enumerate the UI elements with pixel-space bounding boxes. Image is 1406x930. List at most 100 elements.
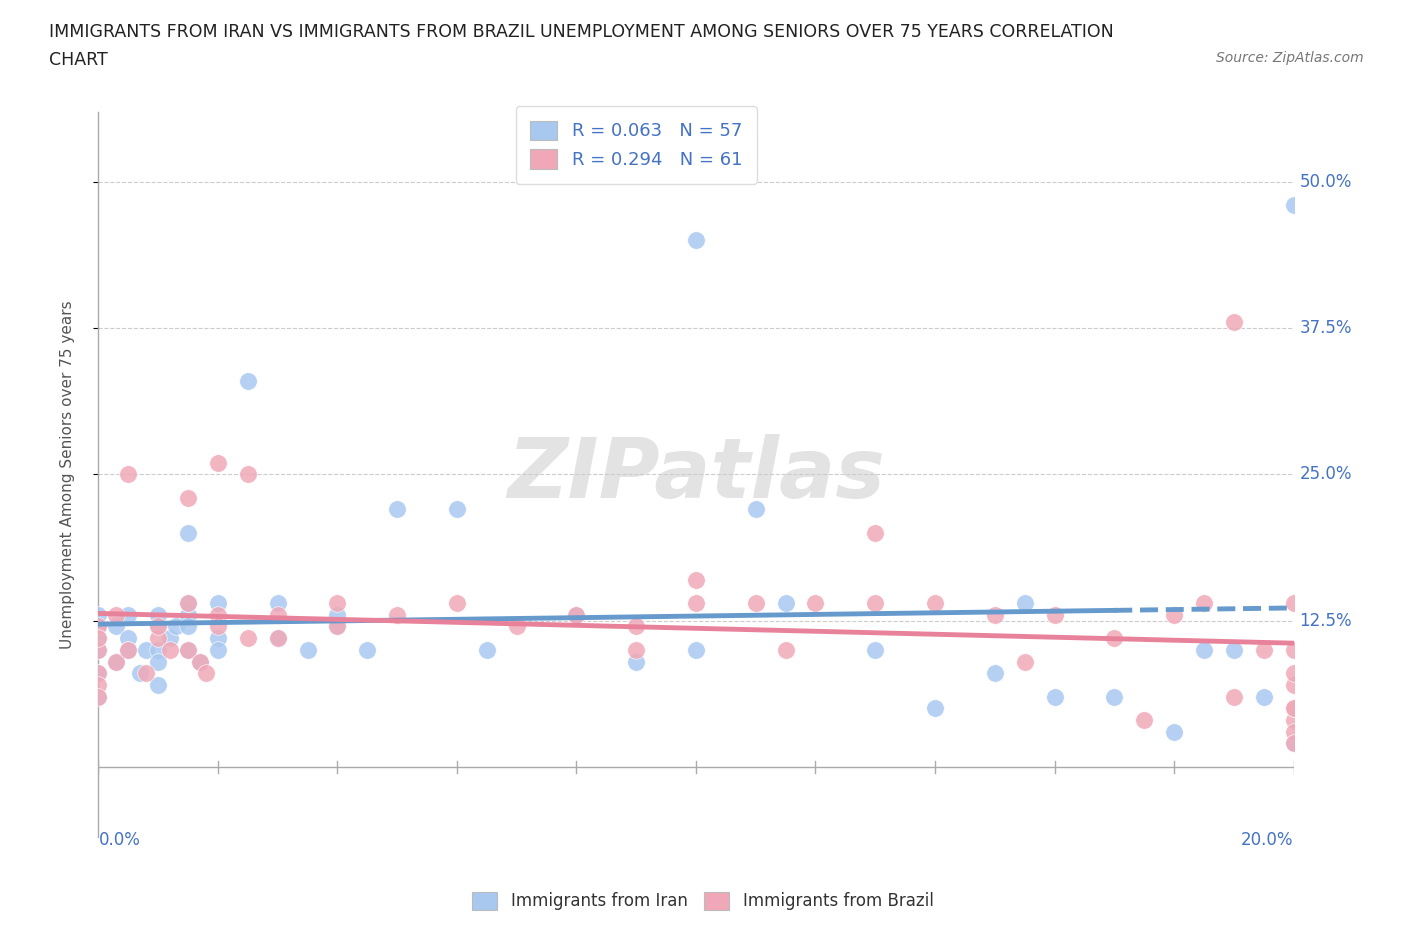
Point	[105, 607, 128, 622]
Point	[326, 619, 349, 634]
Point	[105, 654, 128, 669]
Text: CHART: CHART	[49, 51, 108, 69]
Y-axis label: Unemployment Among Seniors over 75 years: Unemployment Among Seniors over 75 years	[60, 300, 75, 648]
Legend: Immigrants from Iran, Immigrants from Brazil: Immigrants from Iran, Immigrants from Br…	[465, 885, 941, 917]
Text: ZIPatlas: ZIPatlas	[508, 433, 884, 515]
Point	[1282, 701, 1305, 716]
Point	[1043, 607, 1066, 622]
Point	[775, 643, 797, 658]
Point	[148, 631, 170, 645]
Point	[87, 631, 110, 645]
Point	[1223, 314, 1246, 329]
Point	[177, 525, 200, 540]
Point	[87, 666, 110, 681]
Point	[865, 525, 887, 540]
Point	[87, 643, 110, 658]
Point	[148, 677, 170, 692]
Text: 37.5%: 37.5%	[1299, 319, 1353, 337]
Point	[1282, 701, 1305, 716]
Point	[105, 619, 128, 634]
Point	[207, 643, 229, 658]
Point	[685, 572, 707, 587]
Point	[87, 619, 110, 634]
Point	[1192, 643, 1215, 658]
Point	[148, 607, 170, 622]
Point	[165, 619, 187, 634]
Point	[1282, 677, 1305, 692]
Point	[1133, 712, 1156, 727]
Point	[135, 666, 157, 681]
Point	[565, 607, 588, 622]
Point	[87, 689, 110, 704]
Text: 20.0%: 20.0%	[1241, 831, 1294, 849]
Point	[685, 595, 707, 610]
Point	[804, 595, 827, 610]
Point	[267, 631, 290, 645]
Point	[1043, 689, 1066, 704]
Point	[1014, 595, 1036, 610]
Point	[177, 619, 200, 634]
Point	[685, 232, 707, 247]
Point	[1192, 595, 1215, 610]
Point	[385, 607, 409, 622]
Point	[87, 677, 110, 692]
Point	[685, 643, 707, 658]
Point	[87, 666, 110, 681]
Point	[159, 631, 181, 645]
Point	[1282, 643, 1305, 658]
Point	[297, 643, 319, 658]
Point	[87, 607, 110, 622]
Point	[356, 643, 378, 658]
Point	[159, 643, 181, 658]
Point	[177, 607, 200, 622]
Point	[984, 607, 1007, 622]
Point	[87, 689, 110, 704]
Point	[177, 595, 200, 610]
Point	[1282, 736, 1305, 751]
Text: 0.0%: 0.0%	[98, 831, 141, 849]
Point	[326, 619, 349, 634]
Point	[207, 455, 229, 470]
Point	[1282, 736, 1305, 751]
Point	[446, 595, 468, 610]
Point	[87, 643, 110, 658]
Point	[236, 467, 259, 482]
Text: 50.0%: 50.0%	[1299, 173, 1353, 191]
Point	[87, 631, 110, 645]
Point	[1253, 643, 1275, 658]
Point	[117, 643, 139, 658]
Point	[475, 643, 498, 658]
Point	[565, 607, 588, 622]
Point	[385, 502, 409, 517]
Point	[148, 643, 170, 658]
Point	[117, 643, 139, 658]
Point	[177, 643, 200, 658]
Point	[1163, 607, 1185, 622]
Point	[135, 643, 157, 658]
Text: IMMIGRANTS FROM IRAN VS IMMIGRANTS FROM BRAZIL UNEMPLOYMENT AMONG SENIORS OVER 7: IMMIGRANTS FROM IRAN VS IMMIGRANTS FROM …	[49, 23, 1114, 41]
Point	[626, 654, 648, 669]
Point	[924, 595, 946, 610]
Point	[148, 619, 170, 634]
Point	[626, 619, 648, 634]
Point	[148, 654, 170, 669]
Point	[865, 595, 887, 610]
Point	[117, 607, 139, 622]
Point	[177, 643, 200, 658]
Point	[626, 643, 648, 658]
Point	[117, 467, 139, 482]
Point	[1282, 724, 1305, 739]
Legend: R = 0.063   N = 57, R = 0.294   N = 61: R = 0.063 N = 57, R = 0.294 N = 61	[516, 106, 756, 184]
Point	[1223, 689, 1246, 704]
Point	[865, 643, 887, 658]
Point	[267, 631, 290, 645]
Point	[1282, 198, 1305, 213]
Point	[267, 607, 290, 622]
Point	[1223, 643, 1246, 658]
Point	[1104, 631, 1126, 645]
Point	[105, 654, 128, 669]
Point	[1253, 689, 1275, 704]
Point	[195, 666, 218, 681]
Point	[117, 631, 139, 645]
Point	[177, 490, 200, 505]
